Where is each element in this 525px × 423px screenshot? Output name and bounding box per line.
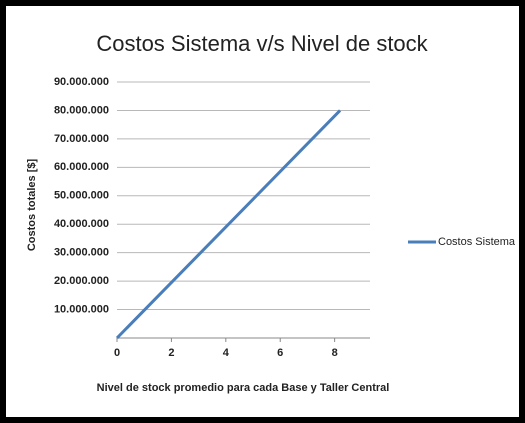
y-tick-label: 90.000.000 bbox=[54, 76, 109, 88]
y-tick-label: 60.000.000 bbox=[54, 161, 109, 173]
x-tick-label: 0 bbox=[114, 347, 120, 359]
chart-title: Costos Sistema v/s Nivel de stock bbox=[96, 31, 428, 56]
x-tick-label: 6 bbox=[277, 347, 283, 359]
x-tick-label: 8 bbox=[332, 347, 338, 359]
y-tick-label: 50.000.000 bbox=[54, 190, 109, 202]
y-tick-label: 70.000.000 bbox=[54, 133, 109, 145]
series-line bbox=[115, 109, 342, 340]
legend-label: Costos Sistema bbox=[438, 236, 516, 248]
x-tick-label: 4 bbox=[223, 347, 230, 359]
y-tick-label: 30.000.000 bbox=[54, 247, 109, 259]
x-axis-title: Nivel de stock promedio para cada Base y… bbox=[97, 382, 390, 394]
y-axis-title: Costos totales [$] bbox=[26, 159, 38, 252]
y-tick-label: 20.000.000 bbox=[54, 275, 109, 287]
y-tick-label: 10.000.000 bbox=[54, 303, 109, 315]
y-tick-label: 80.000.000 bbox=[54, 104, 109, 116]
x-tick-label: 2 bbox=[168, 347, 174, 359]
y-tick-label: 40.000.000 bbox=[54, 218, 109, 230]
